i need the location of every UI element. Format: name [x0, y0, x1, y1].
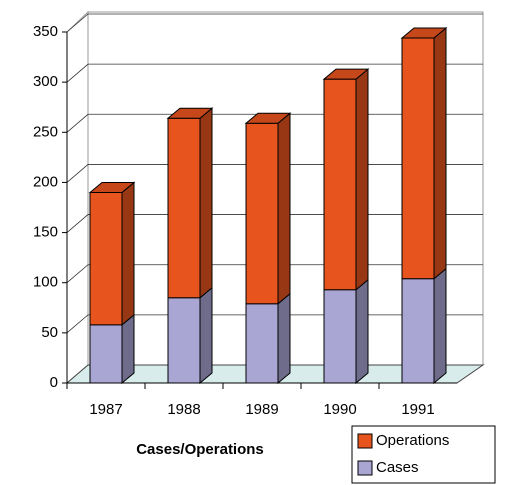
legend-label: Cases — [376, 459, 419, 476]
bar-front — [245, 303, 279, 384]
y-tick-label: 250 — [33, 123, 58, 140]
bar-front — [167, 297, 201, 384]
y-tick-label: 350 — [33, 23, 58, 40]
y-tick-label: 50 — [41, 324, 58, 341]
bar-front — [401, 278, 435, 384]
x-tick-label: 1989 — [245, 401, 278, 418]
bar-segment — [245, 292, 291, 385]
grid-line — [66, 63, 483, 83]
bar-top — [400, 27, 448, 39]
bar-segment — [244, 112, 292, 305]
bar-front — [89, 191, 123, 326]
legend-swatch — [357, 460, 373, 476]
bar-segment — [400, 26, 448, 280]
bar-top — [244, 112, 292, 124]
bar-segment — [401, 267, 447, 385]
y-tick-label: 0 — [50, 374, 58, 391]
bar-side — [199, 286, 213, 385]
bar-side — [199, 107, 213, 299]
bar-side — [355, 68, 369, 291]
bar-side — [277, 112, 291, 305]
legend-label: Operations — [376, 432, 449, 449]
bar-front — [323, 78, 357, 291]
legend-box — [351, 425, 496, 484]
x-tick-label: 1988 — [167, 401, 200, 418]
x-tick-label: 1990 — [323, 401, 356, 418]
bar-front — [245, 122, 279, 305]
bar-segment — [322, 68, 370, 291]
grid-line — [66, 13, 483, 33]
bar-front — [323, 289, 357, 384]
bar-side — [121, 313, 135, 385]
legend-swatch — [357, 433, 373, 449]
bar-top — [88, 181, 136, 193]
bar-side — [277, 292, 291, 385]
x-tick-label: 1987 — [89, 401, 122, 418]
y-tick-label: 150 — [33, 224, 58, 241]
bar-top — [322, 68, 370, 80]
bar-segment — [166, 107, 214, 299]
bar-segment — [167, 286, 213, 385]
bar-front — [89, 324, 123, 384]
bar-side — [121, 181, 135, 326]
y-tick-label: 300 — [33, 73, 58, 90]
bar-segment — [88, 181, 136, 326]
y-tick-label: 100 — [33, 274, 58, 291]
bar-front — [401, 37, 435, 280]
bar-side — [433, 26, 447, 280]
bar-segment — [89, 313, 135, 385]
bar-top — [166, 107, 214, 119]
side-wall — [66, 10, 89, 385]
bar-side — [355, 278, 369, 385]
y-tick-label: 200 — [33, 173, 58, 190]
x-tick-label: 1991 — [401, 401, 434, 418]
x-axis-title: Cases/Operations — [136, 441, 264, 458]
bar-segment — [323, 278, 369, 385]
bar-side — [433, 267, 447, 385]
bar-front — [167, 117, 201, 299]
